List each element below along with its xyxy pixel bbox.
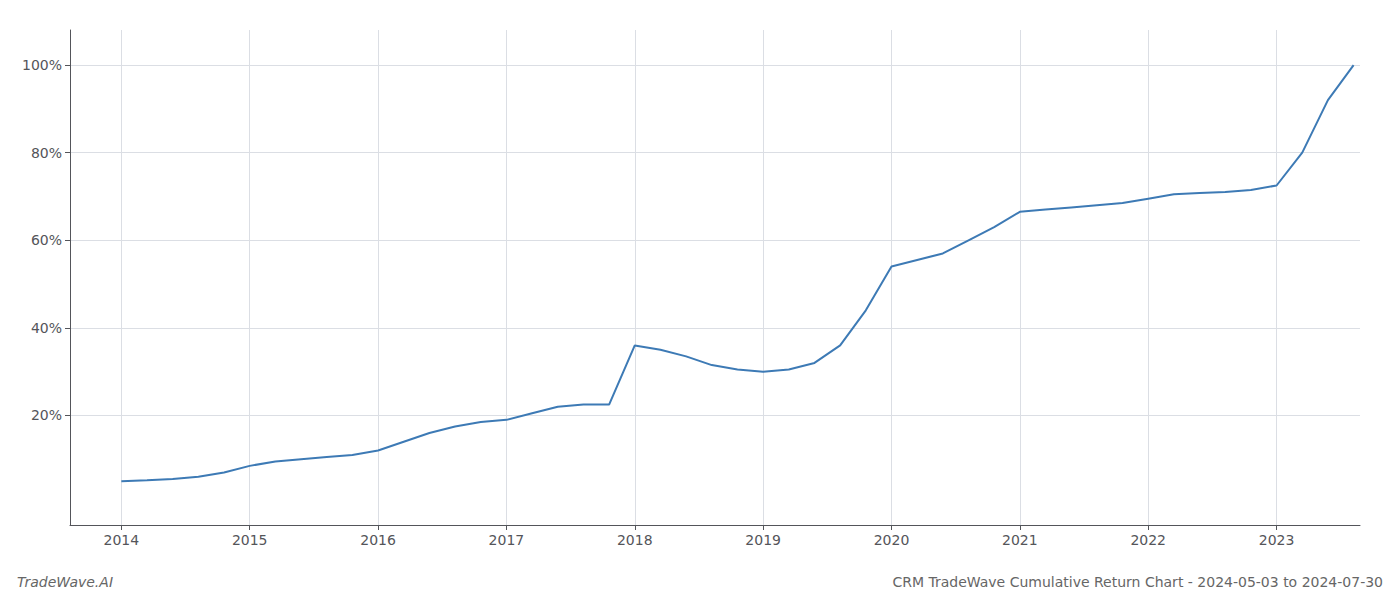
svg-text:2019: 2019	[745, 532, 781, 548]
svg-text:2018: 2018	[617, 532, 653, 548]
svg-text:2014: 2014	[104, 532, 140, 548]
svg-text:2015: 2015	[232, 532, 268, 548]
svg-text:2020: 2020	[874, 532, 910, 548]
svg-text:2017: 2017	[489, 532, 525, 548]
svg-text:2023: 2023	[1259, 532, 1295, 548]
svg-text:80%: 80%	[31, 145, 62, 161]
svg-text:20%: 20%	[31, 407, 62, 423]
svg-text:60%: 60%	[31, 232, 62, 248]
svg-text:2021: 2021	[1002, 532, 1038, 548]
svg-text:TradeWave.AI: TradeWave.AI	[17, 574, 113, 590]
svg-text:2022: 2022	[1130, 532, 1166, 548]
svg-text:40%: 40%	[31, 320, 62, 336]
svg-text:2016: 2016	[360, 532, 396, 548]
svg-text:100%: 100%	[22, 57, 62, 73]
svg-text:CRM TradeWave Cumulative Retur: CRM TradeWave Cumulative Return Chart - …	[892, 574, 1383, 590]
